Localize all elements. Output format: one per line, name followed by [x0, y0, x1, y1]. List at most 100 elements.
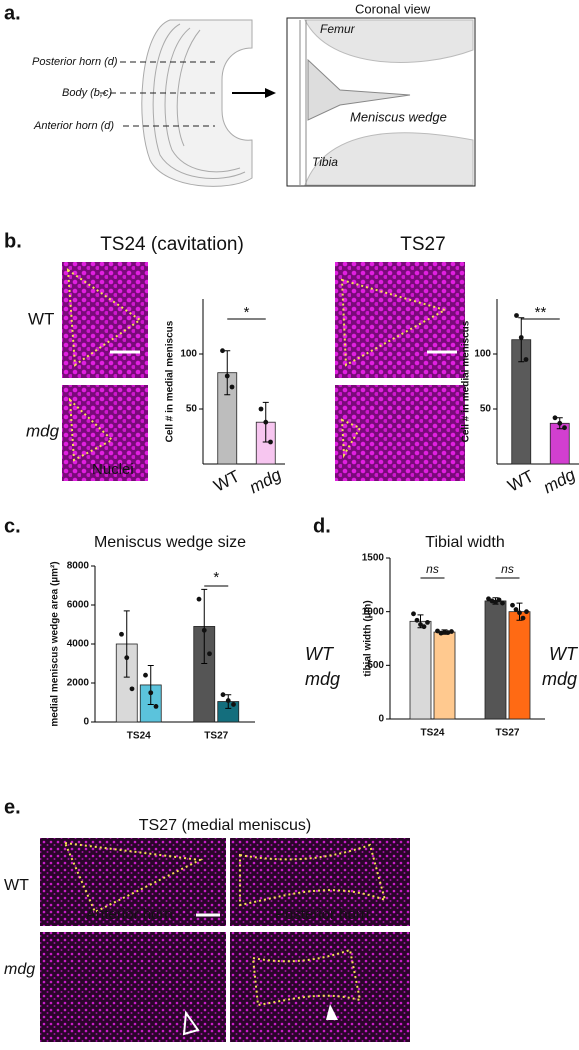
error-bar [123, 610, 130, 678]
panel-label: a. [4, 2, 21, 24]
arrow [232, 88, 276, 98]
genotype-label: WT [28, 309, 54, 328]
significance: * [213, 569, 219, 586]
micrographs-e [40, 838, 410, 1042]
capsule [299, 20, 307, 185]
data-point [225, 698, 231, 703]
data-point [224, 373, 230, 379]
bar [484, 600, 507, 720]
bone-label: Tibia [312, 155, 338, 169]
panel-label: d. [313, 515, 331, 537]
data-point [557, 420, 563, 426]
significance: * [244, 304, 250, 321]
data-point [124, 655, 130, 661]
y-tick-label: 4000 [67, 639, 90, 650]
error-bar [201, 588, 208, 664]
data-point [449, 629, 454, 634]
genotype-label: mdg [26, 421, 60, 440]
data-point [520, 615, 526, 621]
data-point [421, 624, 427, 630]
data-point [129, 686, 135, 692]
data-point [201, 627, 207, 633]
data-point [143, 672, 148, 678]
data-point [119, 631, 124, 637]
region-label: Posterior horn [275, 906, 369, 923]
legend-entry: mdg [542, 669, 577, 689]
data-point [518, 335, 524, 340]
data-point [435, 628, 440, 634]
data-point [263, 419, 269, 425]
data-point [414, 617, 420, 623]
condition-title: TS27 [400, 234, 445, 255]
data-point [148, 690, 154, 696]
data-point [229, 384, 235, 390]
data-point [220, 692, 226, 698]
x-tick-label: WT [505, 467, 537, 496]
legend-entry: mdg [305, 669, 340, 689]
stain-label: Nuclei [92, 461, 134, 478]
y-tick-label: 0 [378, 714, 384, 725]
error-bar [224, 350, 231, 396]
data-point [231, 702, 236, 707]
data-point [517, 610, 522, 616]
data-point [207, 651, 212, 657]
data-point [500, 600, 505, 606]
data-point [258, 406, 264, 412]
data-point [562, 425, 567, 431]
chart-title: Tibial width [425, 534, 504, 551]
data-point [486, 596, 491, 602]
significance: ns [426, 562, 439, 576]
wedge-label: Meniscus wedge [350, 109, 447, 124]
error-bar [147, 664, 154, 705]
x-tick-label: TS27 [204, 731, 228, 742]
y-axis-label: Cell # in medial meniscus [165, 320, 176, 442]
y-tick-label: 8000 [67, 561, 90, 572]
data-point [493, 599, 498, 605]
y-tick-label: 500 [367, 660, 384, 671]
panel-label: c. [4, 515, 21, 537]
genotype-label: WT [4, 877, 29, 894]
x-tick-label: mdg [540, 465, 579, 498]
data-point [514, 313, 519, 318]
level-label: Anterior horn (d) [33, 120, 114, 132]
data-point [220, 348, 225, 354]
y-tick-label: 2000 [67, 678, 90, 689]
y-tick-label: 100 [180, 349, 197, 360]
micrographs-b [62, 262, 465, 481]
bar [508, 611, 531, 720]
y-tick-label: 1500 [362, 553, 385, 564]
bar [409, 620, 432, 720]
data-point [496, 597, 502, 603]
x-tick-label: TS24 [421, 728, 445, 739]
significance: ns [501, 562, 514, 576]
genotype-label: mdg [4, 961, 35, 978]
y-axis-label: Cell # in medial meniscus [461, 320, 472, 442]
panel-title: TS27 (medial meniscus) [139, 817, 312, 834]
data-point [552, 415, 558, 421]
data-point [524, 609, 529, 615]
x-tick-label: WT [211, 467, 243, 496]
x-tick-label: TS27 [496, 728, 520, 739]
y-tick-label: 50 [186, 404, 198, 415]
meniscus-drawing [141, 19, 253, 187]
panel-label: b. [4, 230, 22, 252]
significance: ** [535, 304, 547, 321]
bones [304, 19, 474, 186]
condition-title: TS24 (cavitation) [100, 234, 244, 255]
data-point [153, 704, 159, 709]
data-point [523, 357, 529, 362]
level-label: Posterior horn (d) [32, 56, 118, 68]
y-axis-label: medial meniscus wedge area (µm²) [50, 561, 61, 726]
bar [549, 422, 570, 465]
data-point [268, 439, 273, 445]
view-label: Coronal view [355, 1, 431, 16]
data-point [425, 620, 430, 625]
bone-label: Femur [320, 22, 356, 36]
data-point [196, 596, 202, 602]
data-point [411, 611, 416, 617]
y-tick-label: 1000 [362, 606, 385, 617]
wedge [307, 58, 411, 121]
data-point [510, 602, 515, 608]
